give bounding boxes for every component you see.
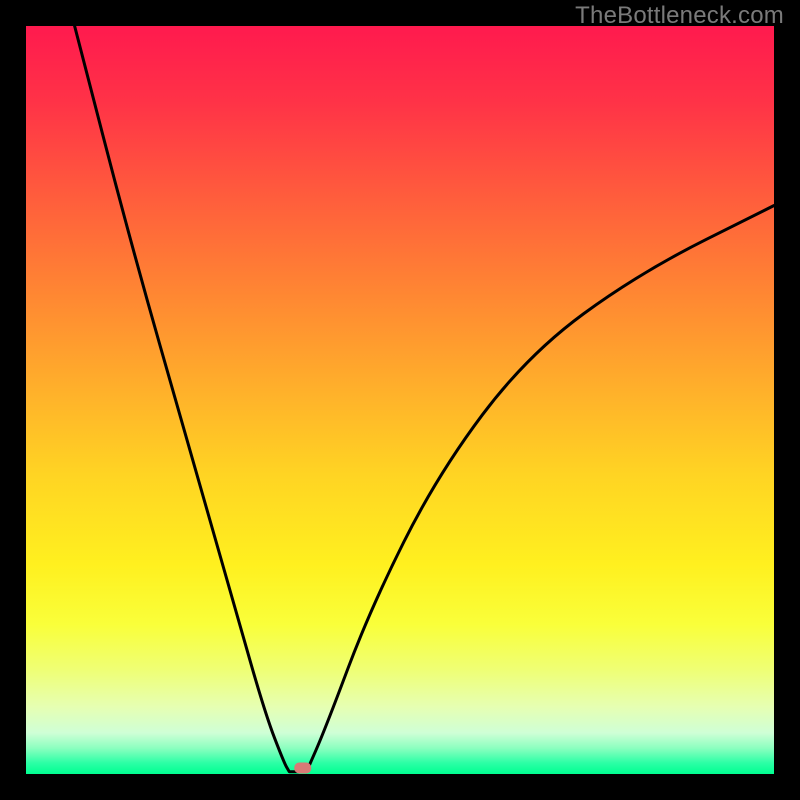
- gradient-background: [26, 26, 774, 774]
- watermark-text: TheBottleneck.com: [575, 2, 784, 30]
- optimal-point-marker: [294, 763, 311, 774]
- plot-area: [26, 26, 774, 774]
- chart-frame: TheBottleneck.com: [0, 0, 800, 800]
